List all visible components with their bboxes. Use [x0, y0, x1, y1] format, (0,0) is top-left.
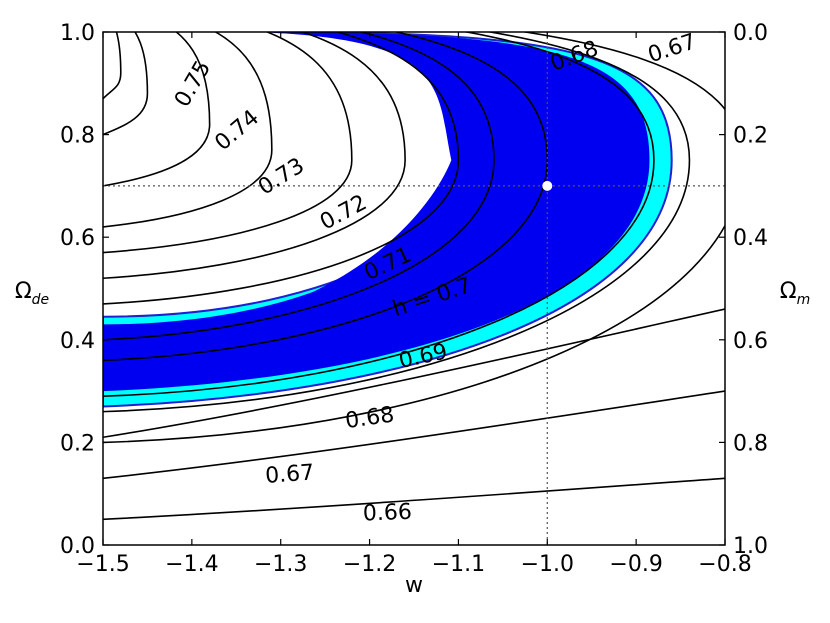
contour-0.78 [103, 32, 122, 100]
contour-0.68 [103, 308, 725, 439]
contour-0.70 [103, 32, 549, 362]
reference-lines [103, 32, 725, 545]
contour-0.69 [103, 32, 655, 398]
y-tick-label-right: 0.2 [733, 124, 768, 149]
contour-0.67 [103, 390, 725, 480]
x-tick-label: −0.8 [698, 552, 751, 577]
y-axis-subscript: de [32, 292, 50, 308]
y-tick-label-right: 0.8 [733, 431, 768, 456]
contour-0.72 [103, 32, 460, 305]
y-tick-label: 0.8 [60, 124, 95, 149]
x-tick-label: −1.2 [343, 552, 396, 577]
contour-0.74 [103, 32, 353, 254]
contour-0.67b [103, 32, 725, 444]
contour-0.68b [103, 32, 691, 413]
x-tick-label: −0.9 [609, 552, 662, 577]
contour-label-0.67b: 0.67 [645, 29, 699, 68]
y2-axis-subscript: m [797, 292, 811, 308]
x-tick-label: −1.3 [254, 552, 307, 577]
y-tick-label-right: 0.0 [733, 21, 768, 46]
contour-lines [103, 32, 725, 521]
y-tick-label: 1.0 [60, 21, 95, 46]
contour-label-0.66: 0.66 [362, 500, 412, 527]
x-tick-label: −1.0 [521, 552, 574, 577]
y-tick-label: 0.4 [60, 329, 95, 354]
y-tick-label: 0.0 [60, 534, 95, 559]
x-axis-title: w [405, 573, 423, 598]
y-tick-label-right: 0.4 [733, 226, 768, 251]
x-tick-label: −1.5 [76, 552, 129, 577]
y-axis-omega: Ω [15, 279, 32, 304]
contour-0.71 [103, 32, 495, 341]
contour-0.75 [103, 32, 273, 228]
confidence-regions [103, 32, 673, 408]
y-axis-title-right: Ωm [780, 279, 810, 308]
y-tick-label-right: 0.6 [733, 329, 768, 354]
contour-0.73 [103, 32, 406, 280]
y-tick-label: 0.6 [60, 226, 95, 251]
plot-border [102, 31, 726, 546]
contour-label-0.67: 0.67 [264, 460, 315, 488]
y-tick-label-right: 1.0 [733, 534, 768, 559]
contour-label-0.68: 0.68 [344, 402, 396, 434]
contour-0.66 [103, 477, 725, 521]
y-tick-label: 0.2 [60, 431, 95, 456]
region-1sigma-core [103, 32, 601, 386]
x-tick-label: −1.4 [165, 552, 218, 577]
contour-0.77 [103, 32, 149, 136]
x-tick-label: −1.1 [432, 552, 485, 577]
y-axis-title-left: Ωde [15, 279, 49, 308]
ticks: −1.5 −1.4 −1.3 −1.2 −1.1 −1.0 −0.9 −0.8 0.0 1.0 0.… [60, 21, 768, 577]
fiducial-point [542, 180, 553, 191]
axis-titles: w Ωde Ωm [15, 279, 810, 598]
y2-axis-omega: Ω [780, 279, 797, 304]
plot-frame [102, 31, 726, 546]
